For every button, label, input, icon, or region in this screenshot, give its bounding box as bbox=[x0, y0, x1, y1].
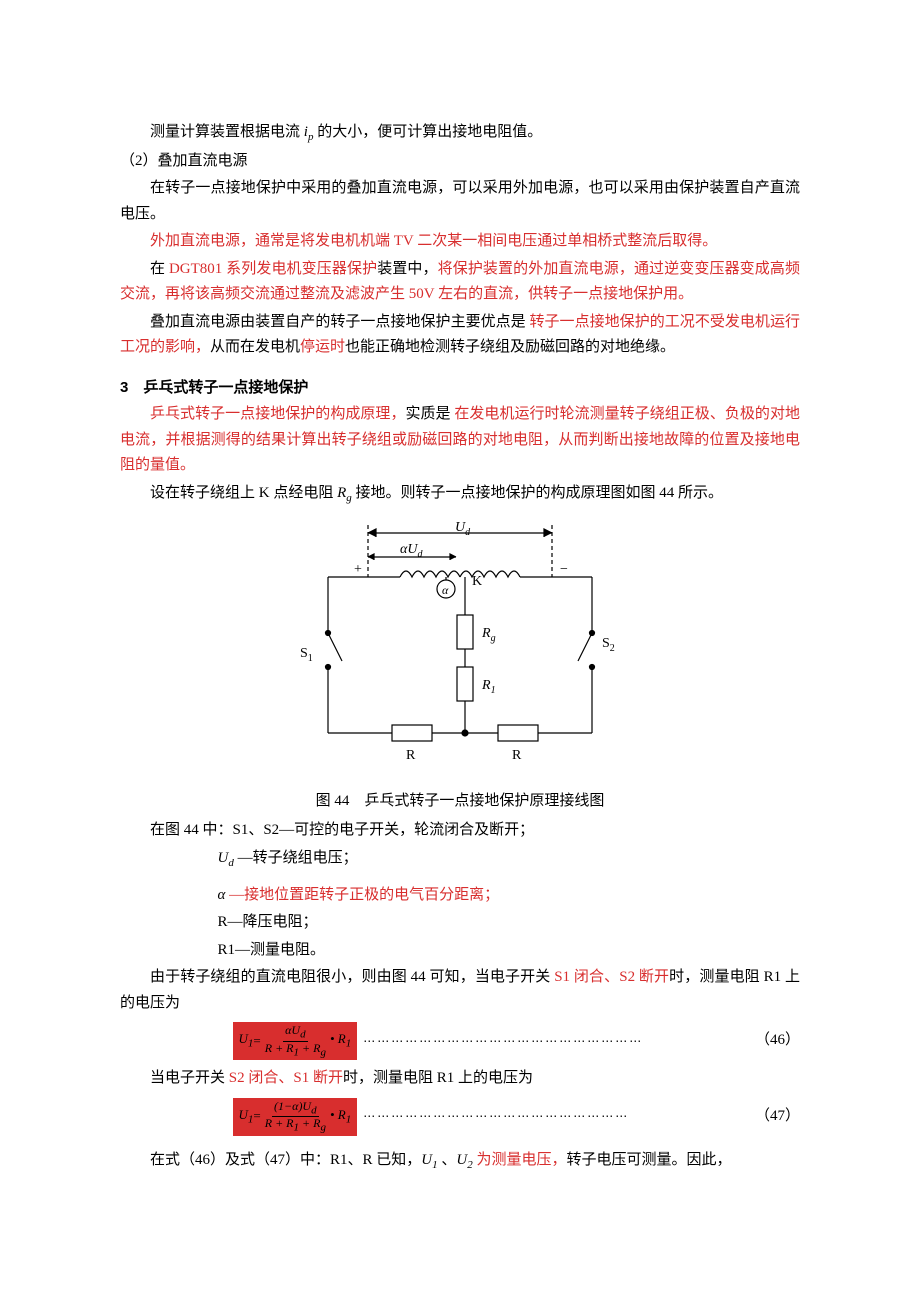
svg-text:Rg: Rg bbox=[481, 626, 496, 644]
document-page: 测量计算装置根据电流 ip 的大小，便可计算出接地电阻值。 （2）叠加直流电源 … bbox=[0, 0, 920, 1302]
para-dgt801: 在 DGT801 系列发电机变压器保护装置中，将保护装置的外加直流电源，通过逆变… bbox=[120, 257, 800, 308]
text: 由于转子绕组的直流电阻很小，则由图 44 可知，当电子开关 bbox=[150, 969, 554, 985]
text: 转子电压可测量。因此， bbox=[566, 1152, 731, 1168]
equation-number: （46） bbox=[755, 1028, 800, 1054]
text: 设在转子绕组上 K 点经电阻 bbox=[150, 485, 337, 501]
symbol-U: U bbox=[218, 850, 229, 866]
symbol-U1: U bbox=[421, 1152, 432, 1168]
text: 在 bbox=[150, 261, 169, 277]
para-s2-closed: 当电子开关 S2 闭合、S1 断开时，测量电阻 R1 上的电压为 bbox=[120, 1066, 800, 1092]
text: —转子绕组电压； bbox=[234, 850, 358, 866]
para-subhead-2: （2）叠加直流电源 bbox=[120, 149, 800, 175]
para-advantage: 叠加直流电源由装置自产的转子一点接地保护主要优点是 转子一点接地保护的工况不受发… bbox=[120, 310, 800, 361]
equation-dots: ⋯⋯⋯⋯⋯⋯⋯⋯⋯⋯⋯⋯⋯⋯⋯⋯⋯⋯⋯⋯ bbox=[357, 1031, 755, 1051]
svg-text:S1: S1 bbox=[300, 646, 313, 664]
svg-text:R: R bbox=[406, 748, 416, 763]
text-red: 乒乓式转子一点接地保护的构成原理， bbox=[150, 406, 405, 422]
text: 叠加直流电源由装置自产的转子一点接地保护主要优点是 bbox=[150, 314, 530, 330]
text: 当电子开关 bbox=[150, 1070, 229, 1086]
text: 测量计算装置根据电流 bbox=[150, 124, 304, 140]
para-s1-closed: 由于转子绕组的直流电阻很小，则由图 44 可知，当电子开关 S1 闭合、S2 断… bbox=[120, 965, 800, 1016]
text-red: S2 闭合、S1 断开 bbox=[229, 1070, 343, 1086]
svg-text:R: R bbox=[512, 748, 522, 763]
svg-text:+: + bbox=[354, 562, 362, 577]
text-red: 为测量电压， bbox=[473, 1152, 567, 1168]
svg-text:α: α bbox=[442, 583, 449, 597]
figure-44: Ud αUd + − α K Rg R1 S1 S2 R R bbox=[120, 515, 800, 785]
def-R1: R1—测量电阻。 bbox=[218, 938, 801, 964]
text-red: —接地位置距转子正极的电气百分距离； bbox=[225, 887, 499, 903]
text: 装置中， bbox=[377, 261, 437, 277]
circuit-diagram: Ud αUd + − α K Rg R1 S1 S2 R R bbox=[250, 515, 670, 775]
text-red: DGT801 系列发电机变压器保护 bbox=[169, 261, 377, 277]
para-pingpong-principle: 乒乓式转子一点接地保护的构成原理，实质是 在发电机运行时轮流测量转子绕组正极、负… bbox=[120, 402, 800, 479]
equation-47: U1 = (1−α)Ud R + R1 + Rg • R1 ⋯⋯⋯⋯⋯⋯⋯⋯⋯⋯… bbox=[120, 1098, 800, 1136]
symbol-definitions: Ud —转子绕组电压； α —接地位置距转子正极的电气百分距离； R—降压电阻；… bbox=[218, 846, 801, 963]
text: 实质是 bbox=[405, 406, 454, 422]
equation-47-box: U1 = (1−α)Ud R + R1 + Rg • R1 bbox=[233, 1098, 358, 1136]
text: 在式（46）及式（47）中：R1、R 已知， bbox=[150, 1152, 421, 1168]
equation-46-box: U1 = αUd R + R1 + Rg • R1 bbox=[233, 1022, 358, 1060]
text: 也能正确地检测转子绕组及励磁回路的对地绝缘。 bbox=[345, 339, 675, 355]
equation-dots: ⋯⋯⋯⋯⋯⋯⋯⋯⋯⋯⋯⋯⋯⋯⋯⋯⋯⋯⋯ bbox=[357, 1106, 755, 1126]
svg-text:Ud: Ud bbox=[455, 520, 471, 538]
def-ud: Ud —转子绕组电压； bbox=[218, 846, 801, 873]
svg-text:S2: S2 bbox=[602, 636, 615, 654]
text: 、 bbox=[438, 1152, 457, 1168]
svg-text:K: K bbox=[472, 574, 482, 589]
para-measure-ip: 测量计算装置根据电流 ip 的大小，便可计算出接地电阻值。 bbox=[120, 120, 800, 147]
para-external-dc: 外加直流电源，通常是将发电机机端 TV 二次某一相间电压通过单相桥式整流后取得。 bbox=[120, 229, 800, 255]
text: 接地。则转子一点接地保护的构成原理图如图 44 所示。 bbox=[352, 485, 723, 501]
figure-44-caption: 图 44 乒乓式转子一点接地保护原理接线图 bbox=[120, 789, 800, 815]
para-setup-rg: 设在转子绕组上 K 点经电阻 Rg 接地。则转子一点接地保护的构成原理图如图 4… bbox=[120, 481, 800, 508]
text-red: S1 闭合、S2 断开 bbox=[554, 969, 669, 985]
para-final: 在式（46）及式（47）中：R1、R 已知，U1 、U2 为测量电压，转子电压可… bbox=[120, 1148, 800, 1175]
def-R: R—降压电阻； bbox=[218, 910, 801, 936]
symbol-R: R bbox=[337, 485, 346, 501]
para-overlay-dc: 在转子一点接地保护中采用的叠加直流电源，可以采用外加电源，也可以采用由保护装置自… bbox=[120, 176, 800, 227]
symbol-U2: U bbox=[456, 1152, 467, 1168]
text: 时，测量电阻 R1 上的电压为 bbox=[343, 1070, 533, 1086]
para-fig-legend: 在图 44 中：S1、S2—可控的电子开关，轮流闭合及断开； bbox=[120, 818, 800, 844]
equation-46: U1 = αUd R + R1 + Rg • R1 ⋯⋯⋯⋯⋯⋯⋯⋯⋯⋯⋯⋯⋯⋯… bbox=[120, 1022, 800, 1060]
text-red: 停运时 bbox=[300, 339, 345, 355]
text: 从而在发电机 bbox=[210, 339, 300, 355]
def-alpha: α —接地位置距转子正极的电气百分距离； bbox=[218, 883, 801, 909]
svg-text:−: − bbox=[560, 562, 568, 577]
text: 的大小，便可计算出接地电阻值。 bbox=[313, 124, 542, 140]
svg-text:R1: R1 bbox=[481, 678, 496, 696]
equation-number: （47） bbox=[755, 1104, 800, 1130]
section-3-heading: 3 乒乓式转子一点接地保护 bbox=[120, 375, 800, 401]
